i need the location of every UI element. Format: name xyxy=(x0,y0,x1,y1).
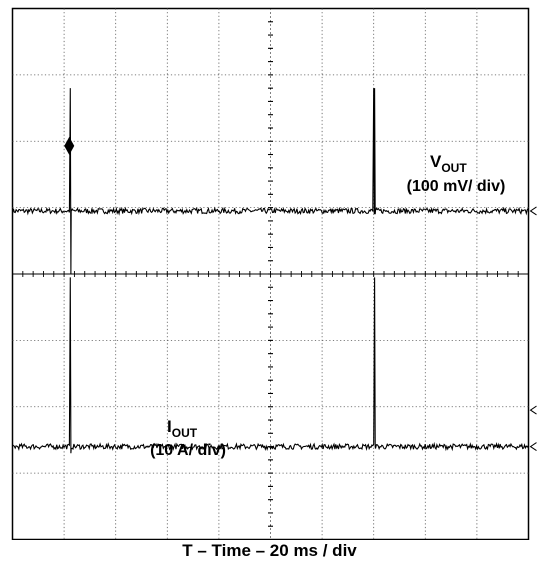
vout-ground-marker xyxy=(529,206,537,216)
vout-trace xyxy=(11,88,529,275)
x-axis-label: T – Time – 20 ms / div xyxy=(182,541,357,560)
vout-scale-label: (100 mV/ div) xyxy=(407,178,506,195)
iout-trace xyxy=(12,277,529,454)
center-axes xyxy=(12,8,529,540)
iout-label-main: I xyxy=(167,417,172,436)
iout-scale-label: (10 A/ div) xyxy=(150,442,226,459)
markers xyxy=(64,136,75,155)
iout-label-sub: OUT xyxy=(172,426,198,440)
iout-label: IOUT xyxy=(167,417,198,440)
vout-label: VOUT xyxy=(430,152,467,175)
iout-ground-marker xyxy=(529,442,537,451)
vout-label-sub: OUT xyxy=(441,161,467,175)
traces xyxy=(11,88,537,454)
offset-marker xyxy=(529,405,537,415)
oscilloscope-plot: VOUT (100 mV/ div) IOUT (10 A/ div) xyxy=(11,7,537,540)
trigger-diamond-marker xyxy=(64,136,75,155)
vout-label-main: V xyxy=(430,152,442,171)
